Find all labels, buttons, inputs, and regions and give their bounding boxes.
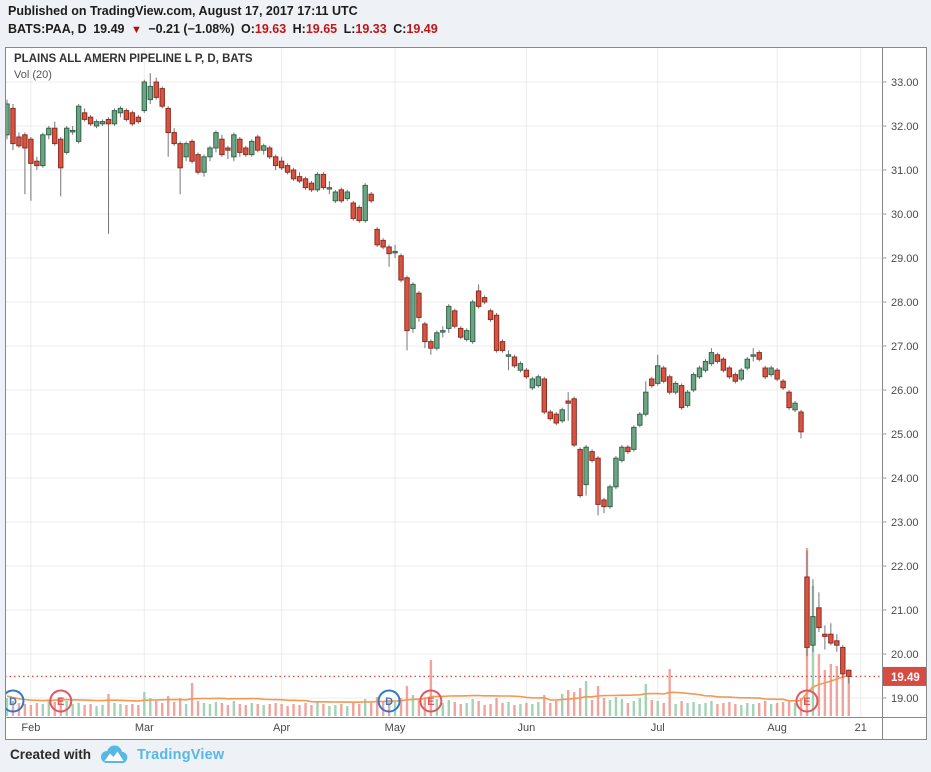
low-label: L: <box>343 22 356 36</box>
svg-text:31.00: 31.00 <box>891 165 919 177</box>
svg-text:20.00: 20.00 <box>891 649 919 661</box>
svg-text:Jun: Jun <box>518 722 536 734</box>
svg-text:30.00: 30.00 <box>891 209 919 221</box>
created-with-label: Created with <box>10 747 92 762</box>
attribution-footer: Created with TradingView <box>10 745 224 764</box>
volume-indicator-label[interactable]: Vol (20) <box>14 69 52 81</box>
svg-text:E: E <box>57 696 64 708</box>
svg-text:28.00: 28.00 <box>891 297 919 309</box>
svg-text:D: D <box>9 696 17 708</box>
earnings-marker[interactable]: E <box>49 689 73 713</box>
svg-text:D: D <box>385 696 393 708</box>
chart-frame <box>5 47 927 740</box>
time-axis[interactable]: Feb Mar Apr May Jun Jul Aug 21 <box>21 722 866 734</box>
svg-text:Apr: Apr <box>273 722 290 734</box>
symbol-label: BATS:PAA, D <box>8 22 87 36</box>
svg-text:19.49: 19.49 <box>891 672 920 684</box>
earnings-marker[interactable]: E <box>795 689 819 713</box>
close-value: 19.49 <box>406 22 438 36</box>
svg-text:Mar: Mar <box>135 722 154 734</box>
close-label: C: <box>393 22 407 36</box>
svg-text:Aug: Aug <box>767 722 787 734</box>
open-value: 19.63 <box>254 22 287 36</box>
svg-text:22.00: 22.00 <box>891 561 919 573</box>
high-value: 19.65 <box>305 22 338 36</box>
chart-title: PLAINS ALL AMERN PIPELINE L P, D, BATS <box>14 53 253 65</box>
candlestick-chart-canvas[interactable]: D E D E E 33.00 32.00 31.00 30.00 29.00 28.00 27.00… <box>1 47 927 740</box>
last-price-value: 19.49 <box>93 22 125 36</box>
svg-text:25.00: 25.00 <box>891 429 919 441</box>
svg-text:29.00: 29.00 <box>891 253 919 265</box>
open-label: O: <box>240 22 255 36</box>
svg-text:19.00: 19.00 <box>891 693 919 705</box>
earnings-marker[interactable]: E <box>419 689 443 713</box>
svg-text:24.00: 24.00 <box>891 473 919 485</box>
price-axis[interactable]: 33.00 32.00 31.00 30.00 29.00 28.00 27.00 26.00… <box>882 77 919 705</box>
svg-text:21: 21 <box>855 722 867 734</box>
svg-text:26.00: 26.00 <box>891 385 919 397</box>
chart-widget[interactable]: D E D E E 33.00 32.00 31.00 30.00 29.00 28.00 27.00… <box>1 47 927 740</box>
svg-text:Jul: Jul <box>651 722 665 734</box>
svg-text:32.00: 32.00 <box>891 121 919 133</box>
svg-text:E: E <box>803 696 810 708</box>
svg-text:E: E <box>427 696 434 708</box>
svg-text:27.00: 27.00 <box>891 341 919 353</box>
low-value: 19.33 <box>355 22 387 36</box>
last-price-label: 19.49 <box>883 666 926 686</box>
down-arrow-icon: ▼ <box>130 24 142 36</box>
grid-lines <box>5 47 882 717</box>
svg-text:21.00: 21.00 <box>891 605 919 617</box>
svg-text:23.00: 23.00 <box>891 517 919 529</box>
svg-text:33.00: 33.00 <box>891 77 919 89</box>
high-label: H: <box>292 22 306 36</box>
tradingview-brand-text[interactable]: TradingView <box>137 746 225 763</box>
tradingview-logo-icon[interactable] <box>100 745 128 764</box>
svg-text:Feb: Feb <box>21 722 40 734</box>
dividend-marker[interactable]: D <box>377 689 401 713</box>
symbol-status-line: BATS:PAA, D 19.49 ▼ −0.21 (−1.08%) O:19.… <box>8 22 441 36</box>
published-line: Published on TradingView.com, August 17,… <box>8 4 358 18</box>
candlestick-series <box>4 73 852 684</box>
svg-text:May: May <box>385 722 406 734</box>
volume-ma-line <box>6 674 849 704</box>
change-value: −0.21 (−1.08%) <box>148 22 235 36</box>
